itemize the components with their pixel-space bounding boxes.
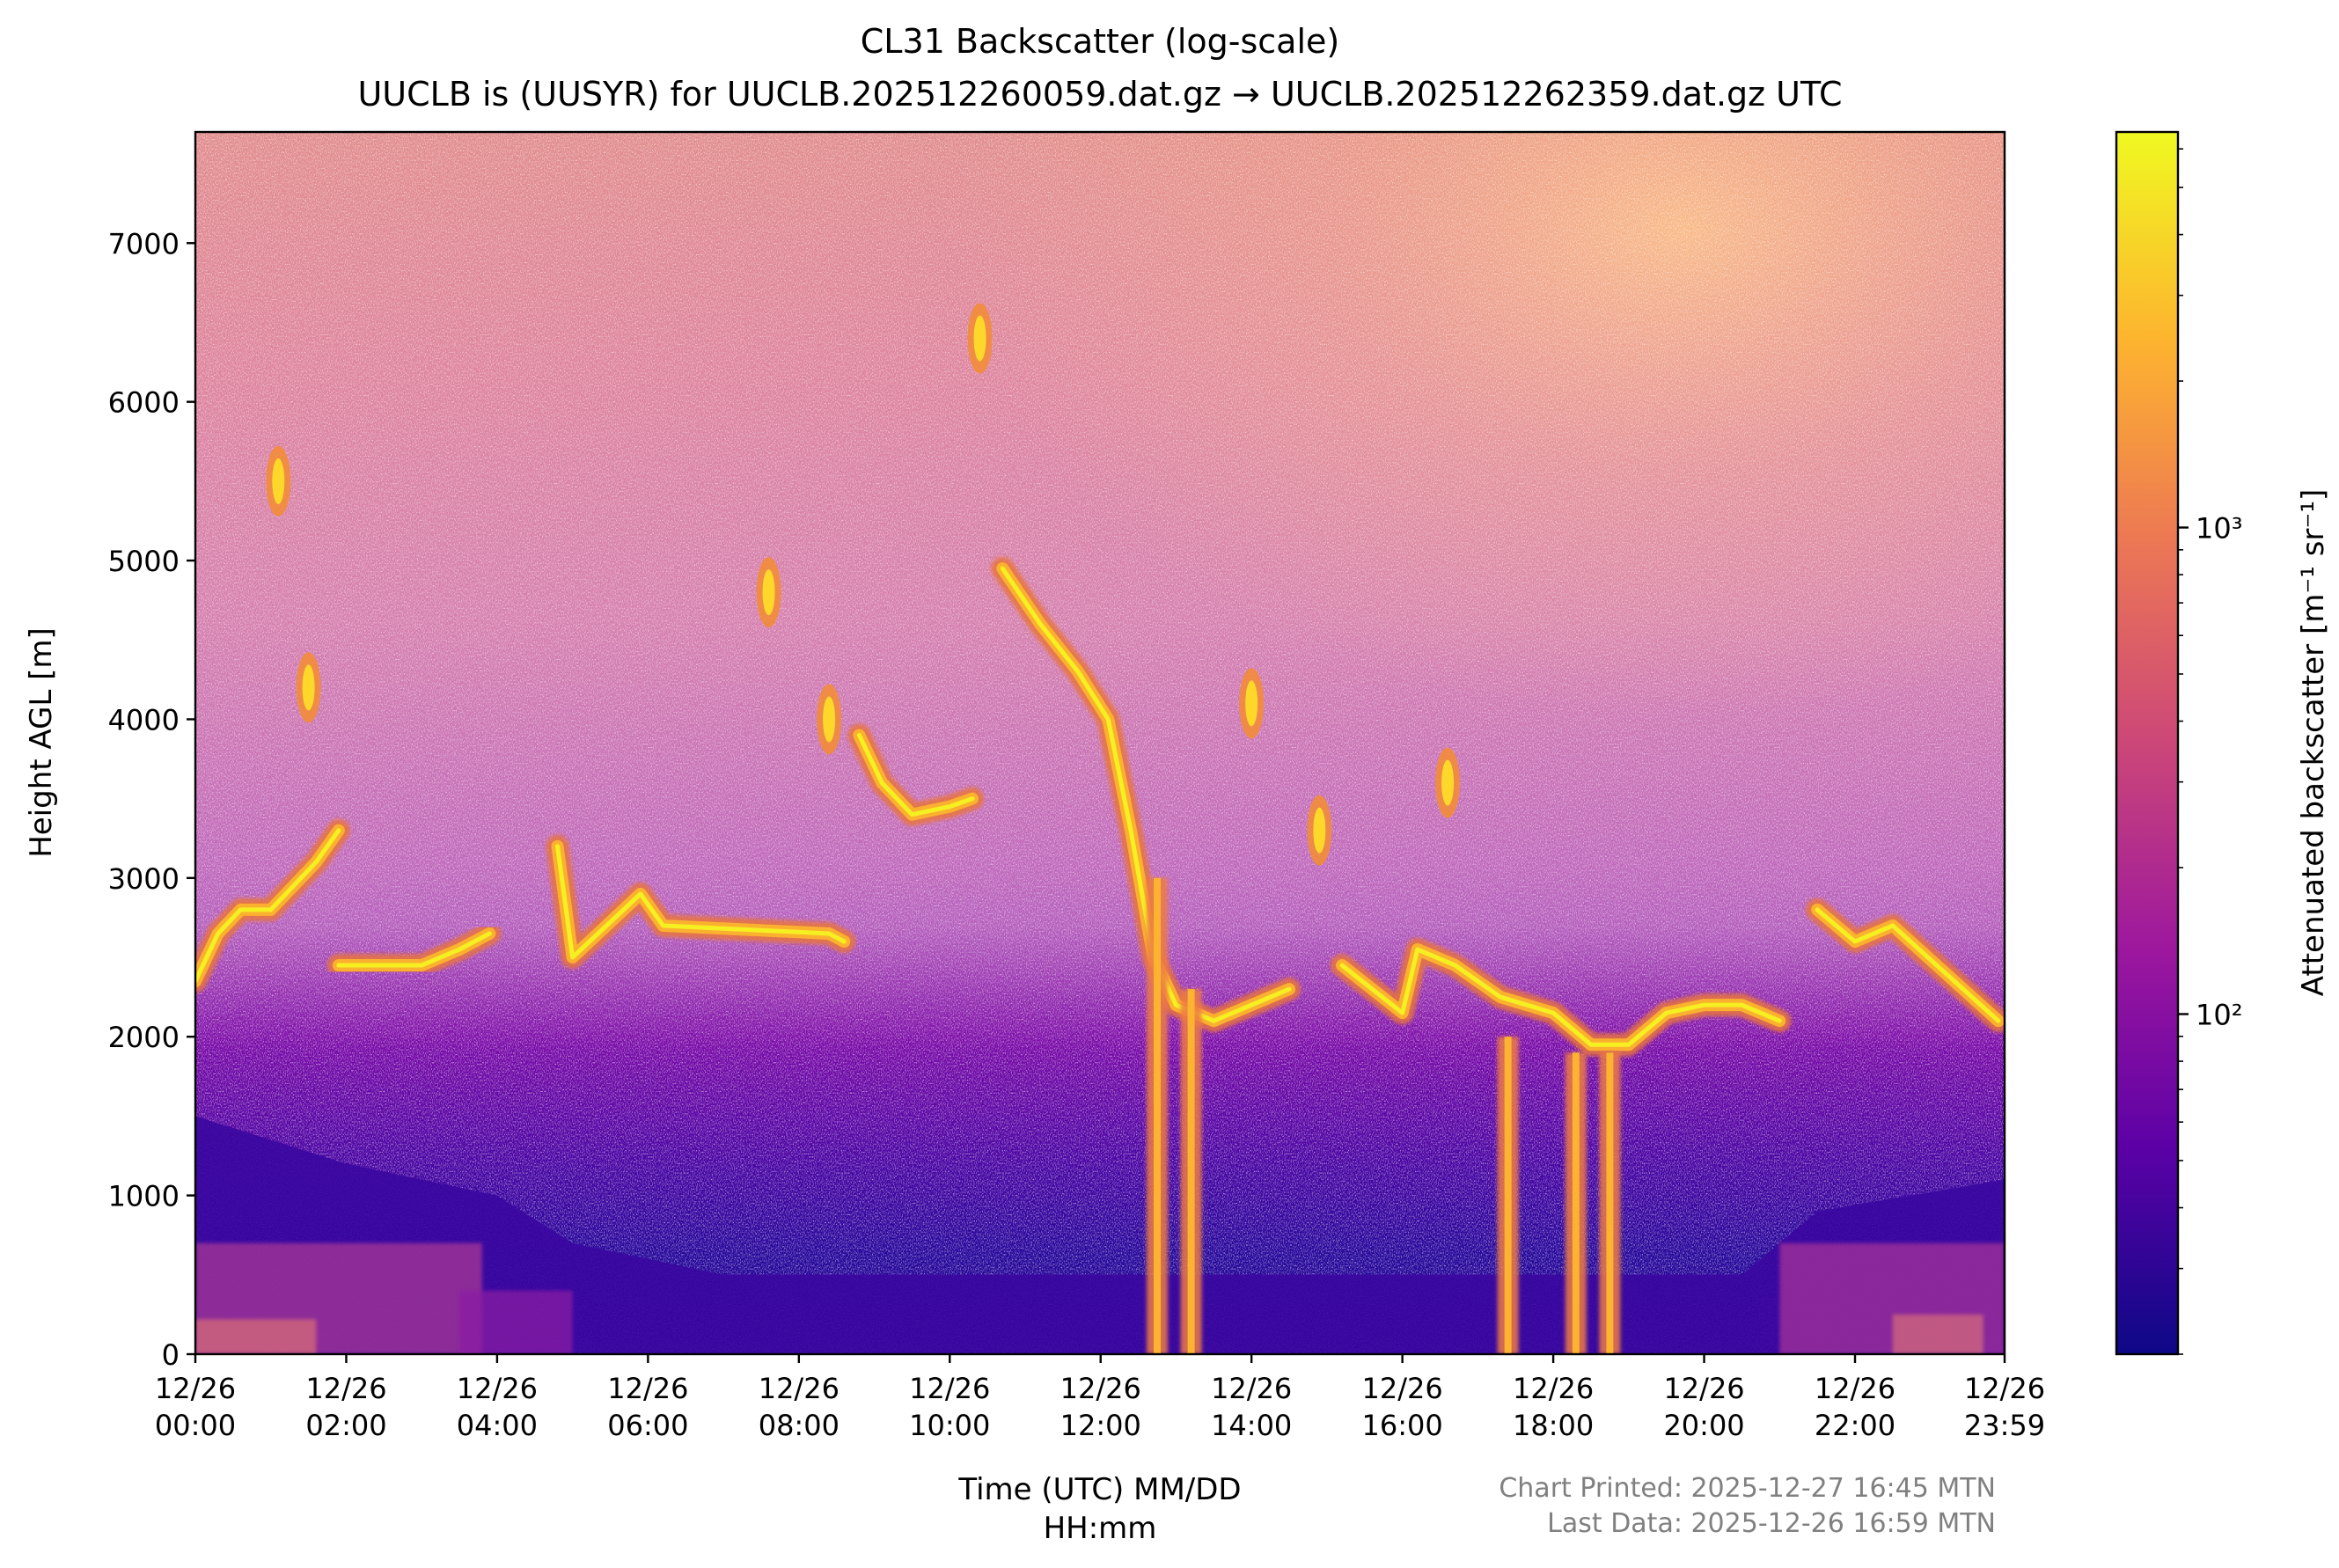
noise-whitening bbox=[195, 132, 2005, 1354]
cloud-element-core bbox=[1313, 807, 1326, 854]
cloud-element-core bbox=[302, 664, 315, 711]
chart-subtitle: UUCLB is (UUSYR) for UUCLB.202512260059.… bbox=[357, 75, 1842, 114]
x-tick-time: 16:00 bbox=[1362, 1409, 1443, 1442]
x-tick-time: 04:00 bbox=[457, 1409, 538, 1442]
y-axis: 0 1000 2000 3000 4000 5000 6000 7000 bbox=[108, 227, 195, 1372]
y-tick-label: 5000 bbox=[108, 545, 180, 578]
y-axis-label: Height AGL [m] bbox=[24, 627, 59, 858]
cloud-layer-core bbox=[1339, 947, 1782, 1047]
x-tick-date: 12/26 bbox=[607, 1372, 688, 1405]
x-tick-date: 12/26 bbox=[305, 1372, 386, 1405]
surface-aerosol bbox=[1892, 1314, 1983, 1354]
boundary-layer bbox=[195, 1116, 2005, 1354]
chart-printed-note: Chart Printed: 2025-12-27 16:45 MTN bbox=[1499, 1473, 1996, 1504]
colorbar-label: Attenuated backscatter [m⁻¹ sr⁻¹] bbox=[2296, 489, 2331, 997]
x-tick-date: 12/26 bbox=[1211, 1372, 1292, 1405]
cloud-element-core bbox=[973, 315, 986, 362]
boundary-layer-band bbox=[195, 1116, 2005, 1354]
y-tick-label: 6000 bbox=[108, 386, 180, 420]
x-tick-time: 10:00 bbox=[909, 1409, 990, 1442]
cloud-element-core bbox=[1441, 759, 1455, 806]
surface-aerosol bbox=[459, 1290, 573, 1354]
cloud-element-core bbox=[762, 569, 775, 616]
y-tick-label: 0 bbox=[162, 1338, 180, 1372]
x-tick-time: 20:00 bbox=[1663, 1409, 1744, 1442]
fallstreak-core bbox=[1572, 1052, 1580, 1354]
x-tick-time: 18:00 bbox=[1513, 1409, 1594, 1442]
x-tick-date: 12/26 bbox=[909, 1372, 990, 1405]
surface-aerosol bbox=[195, 1319, 317, 1354]
x-tick-time: 23:59 bbox=[1964, 1409, 2045, 1442]
last-data-note: Last Data: 2025-12-26 16:59 MTN bbox=[1547, 1508, 1996, 1539]
y-tick-label: 4000 bbox=[108, 703, 180, 736]
colorbar bbox=[2115, 130, 2180, 1356]
y-tick-label: 2000 bbox=[108, 1021, 180, 1054]
cloud-layer-core bbox=[336, 931, 492, 968]
colorbar-tick-label: 10² bbox=[2196, 998, 2243, 1031]
heatmap-plot bbox=[195, 132, 2005, 1354]
x-tick-date: 12/26 bbox=[155, 1372, 236, 1405]
y-tick-label: 7000 bbox=[108, 227, 180, 260]
cloud-layer-core bbox=[554, 844, 847, 960]
cloud-layer-core bbox=[1000, 566, 1292, 1023]
x-tick-date: 12/26 bbox=[1964, 1372, 2045, 1405]
x-tick-time: 06:00 bbox=[607, 1409, 688, 1442]
colorbar-ticks: 10² 10³ bbox=[2178, 148, 2243, 1355]
x-axis-label-line1: Time (UTC) MM/DD bbox=[957, 1472, 1241, 1507]
x-axis: 12/26 00:00 12/26 02:00 12/26 04:00 12/26 06:00… bbox=[155, 1354, 2045, 1442]
x-tick-time: 02:00 bbox=[305, 1409, 386, 1442]
fallstreak-core bbox=[1606, 1052, 1614, 1354]
cloud-layer-core bbox=[1815, 907, 2001, 1023]
x-tick-date: 12/26 bbox=[457, 1372, 538, 1405]
cloud-layer-core bbox=[856, 732, 975, 817]
y-tick-label: 3000 bbox=[108, 862, 180, 896]
y-tick-label: 1000 bbox=[108, 1180, 180, 1213]
fallstreak-core bbox=[1154, 877, 1162, 1354]
cloud-element-core bbox=[272, 458, 285, 504]
x-tick-time: 12:00 bbox=[1060, 1409, 1141, 1442]
x-tick-time: 14:00 bbox=[1211, 1409, 1292, 1442]
chart-title: CL31 Backscatter (log-scale) bbox=[861, 22, 1339, 61]
x-tick-date: 12/26 bbox=[759, 1372, 840, 1405]
x-tick-date: 12/26 bbox=[1362, 1372, 1443, 1405]
x-tick-time: 08:00 bbox=[759, 1409, 840, 1442]
x-tick-date: 12/26 bbox=[1060, 1372, 1141, 1405]
fallstreak-core bbox=[1504, 1037, 1512, 1354]
x-tick-date: 12/26 bbox=[1815, 1372, 1895, 1405]
precip-fallstreaks bbox=[1147, 877, 1621, 1354]
colorbar-tick-label: 10³ bbox=[2196, 512, 2243, 546]
cloud-layer-core bbox=[195, 828, 341, 984]
cloud-element-core bbox=[1245, 680, 1258, 727]
x-tick-time: 00:00 bbox=[155, 1409, 236, 1442]
x-axis-label-line2: HH:mm bbox=[1044, 1511, 1157, 1546]
x-tick-date: 12/26 bbox=[1663, 1372, 1744, 1405]
x-tick-date: 12/26 bbox=[1513, 1372, 1594, 1405]
x-tick-time: 22:00 bbox=[1815, 1409, 1895, 1442]
fallstreak-core bbox=[1187, 989, 1195, 1354]
cloud-element-core bbox=[823, 696, 836, 743]
cloud-layers bbox=[195, 303, 2005, 1057]
